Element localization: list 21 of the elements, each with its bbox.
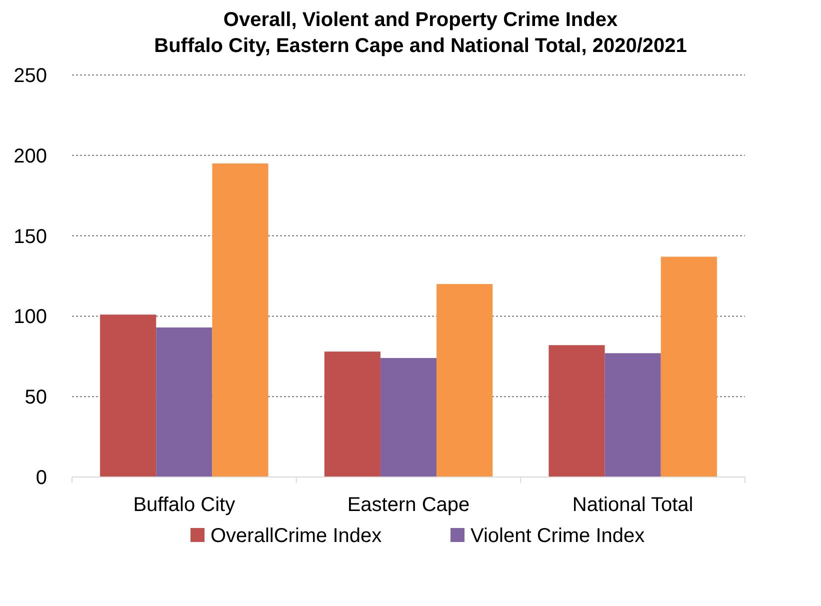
bar: [100, 314, 156, 477]
legend-label: OverallCrime Index: [210, 525, 382, 547]
y-tick-label: 0: [36, 467, 47, 489]
y-tick-label: 100: [14, 306, 47, 328]
legend-label: Violent Crime Index: [470, 525, 645, 547]
y-tick-label: 250: [14, 65, 47, 87]
bar: [212, 163, 268, 477]
y-tick-label: 150: [14, 226, 47, 248]
chart-title: Overall, Violent and Property Crime Index Buffalo City, Eastern Cape and National Total, 2020/2021: [154, 9, 687, 57]
y-tick-label: 50: [24, 386, 47, 409]
bar: [548, 345, 605, 477]
bar: [436, 284, 493, 477]
bar: [604, 353, 661, 477]
x-tick-label: Buffalo City: [133, 494, 236, 516]
bar: [380, 358, 437, 477]
bar: [660, 256, 717, 477]
y-tick-label: 200: [14, 145, 47, 168]
x-tick-label: National Total: [572, 494, 694, 516]
bar: [324, 352, 380, 477]
bar: [156, 327, 212, 477]
x-tick-label: Eastern Cape: [347, 494, 470, 516]
